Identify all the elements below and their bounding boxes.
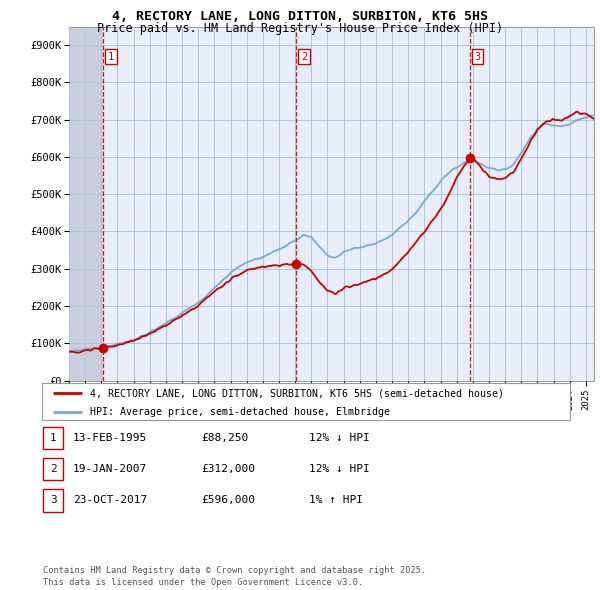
Bar bbox=[69, 27, 103, 381]
Text: 19-JAN-2007: 19-JAN-2007 bbox=[73, 464, 148, 474]
Text: 1% ↑ HPI: 1% ↑ HPI bbox=[309, 496, 363, 505]
Text: £88,250: £88,250 bbox=[201, 433, 248, 442]
Text: £312,000: £312,000 bbox=[201, 464, 255, 474]
Text: 13-FEB-1995: 13-FEB-1995 bbox=[73, 433, 148, 442]
Text: 3: 3 bbox=[475, 52, 481, 61]
Text: 12% ↓ HPI: 12% ↓ HPI bbox=[309, 433, 370, 442]
Text: 23-OCT-2017: 23-OCT-2017 bbox=[73, 496, 148, 505]
Text: 12% ↓ HPI: 12% ↓ HPI bbox=[309, 464, 370, 474]
Text: 4, RECTORY LANE, LONG DITTON, SURBITON, KT6 5HS: 4, RECTORY LANE, LONG DITTON, SURBITON, … bbox=[112, 10, 488, 23]
Text: 1: 1 bbox=[108, 52, 115, 61]
Text: 2: 2 bbox=[301, 52, 307, 61]
Text: 1: 1 bbox=[50, 433, 56, 442]
Text: HPI: Average price, semi-detached house, Elmbridge: HPI: Average price, semi-detached house,… bbox=[89, 407, 389, 417]
Text: 3: 3 bbox=[50, 496, 56, 505]
Text: Contains HM Land Registry data © Crown copyright and database right 2025.
This d: Contains HM Land Registry data © Crown c… bbox=[43, 566, 427, 587]
Text: 4, RECTORY LANE, LONG DITTON, SURBITON, KT6 5HS (semi-detached house): 4, RECTORY LANE, LONG DITTON, SURBITON, … bbox=[89, 388, 503, 398]
Text: Price paid vs. HM Land Registry's House Price Index (HPI): Price paid vs. HM Land Registry's House … bbox=[97, 22, 503, 35]
Text: £596,000: £596,000 bbox=[201, 496, 255, 505]
Text: 2: 2 bbox=[50, 464, 56, 474]
